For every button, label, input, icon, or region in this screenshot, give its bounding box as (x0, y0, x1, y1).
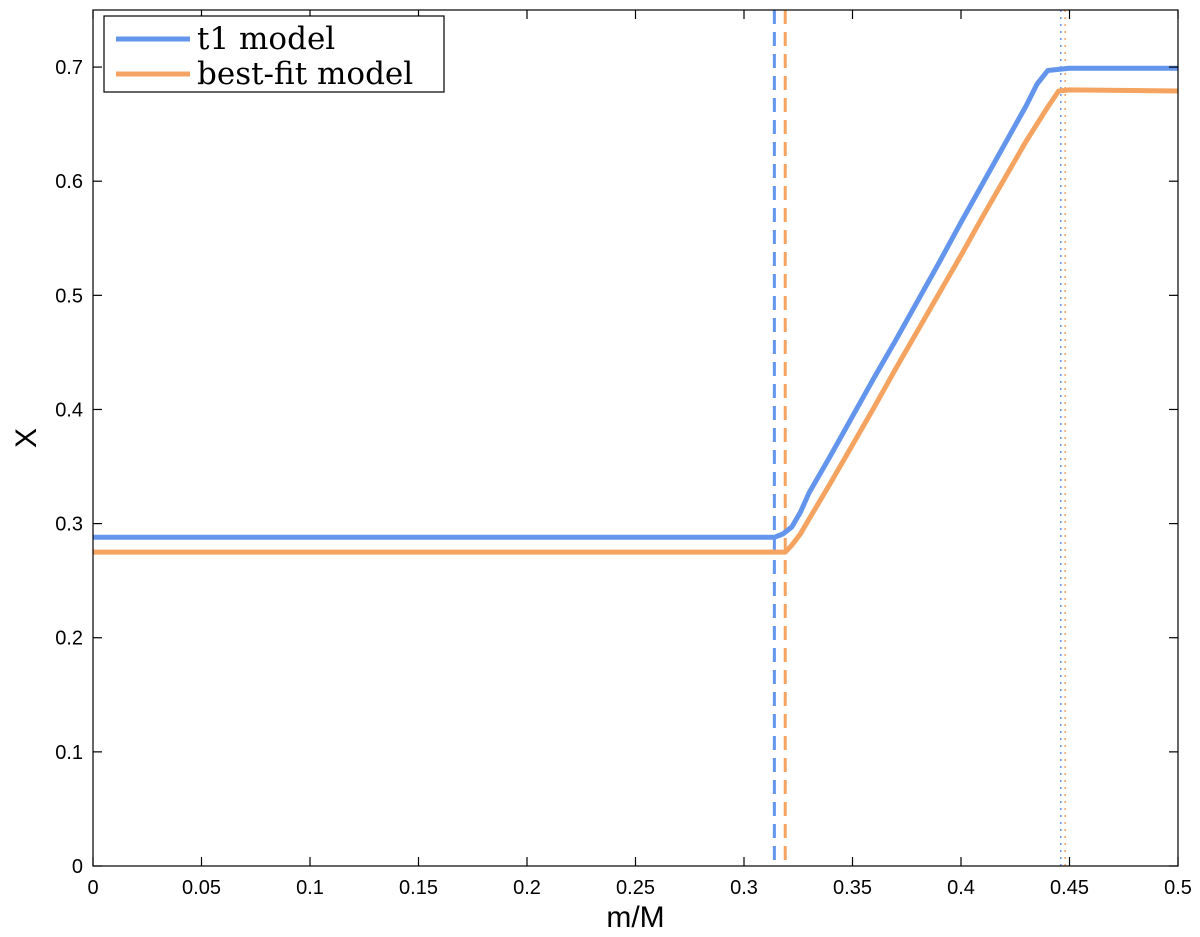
x-tick-label: 0 (87, 877, 98, 899)
x-tick-label: 0.45 (1050, 877, 1089, 899)
axis-tick-labels: 0 0.05 0.1 0.15 0.2 0.25 0.3 0.35 0.4 0.45 0.5 0 0.1… (55, 57, 1192, 899)
y-tick-label: 0.2 (55, 628, 83, 650)
x-tick-label: 0.35 (833, 877, 872, 899)
y-tick-label: 0.3 (55, 514, 83, 536)
series-line-best-fit-model (93, 87, 1179, 555)
plot-frame (92, 9, 1179, 867)
plot-lines (93, 10, 1179, 866)
legend-label-best-fit-model: best-fit model (197, 56, 413, 92)
x-tick-label: 0.25 (616, 877, 655, 899)
x-tick-label: 0.15 (399, 877, 438, 899)
x-tick-label: 0.5 (1164, 877, 1192, 899)
y-tick-label: 0.6 (55, 171, 83, 193)
legend: t1 model best-fit model (103, 15, 445, 93)
y-tick-label: 0 (72, 856, 83, 878)
y-axis-label: X (10, 428, 43, 448)
x-axis-label: m/M (606, 901, 664, 934)
axis-ticks (92, 10, 1179, 867)
x-tick-label: 0.05 (182, 877, 221, 899)
legend-box (103, 15, 445, 93)
legend-label-t1-model: t1 model (197, 21, 335, 57)
y-tick-label: 0.4 (55, 399, 83, 421)
y-tick-label: 0.1 (55, 742, 83, 764)
x-tick-label: 0.3 (730, 877, 758, 899)
y-tick-label: 0.7 (55, 57, 83, 79)
series-line-t1-model (93, 65, 1178, 540)
y-tick-label: 0.5 (55, 285, 83, 307)
x-tick-label: 0.4 (947, 877, 975, 899)
x-tick-label: 0.1 (296, 877, 324, 899)
x-tick-label: 0.2 (513, 877, 541, 899)
